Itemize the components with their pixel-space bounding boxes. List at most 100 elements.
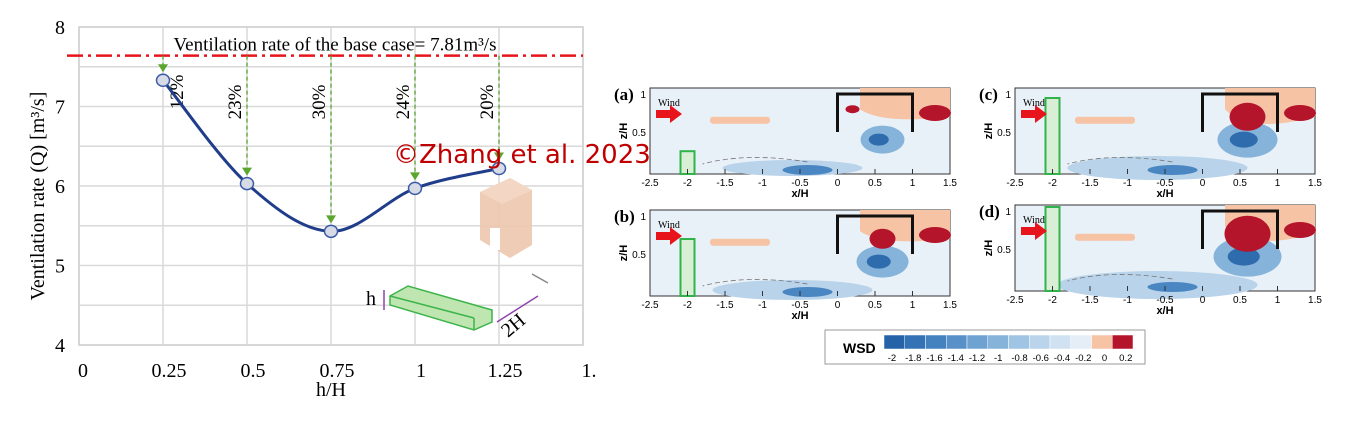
colorbar-swatch: [1049, 334, 1071, 350]
wind-arrow-icon: [656, 105, 682, 123]
x-axis-label: h/H: [316, 379, 346, 401]
x-tick-label: -1.5: [1081, 178, 1099, 189]
colorbar-label: -1.8: [905, 353, 921, 364]
building-outline: [1201, 209, 1279, 249]
colorbar-swatch: [1112, 334, 1134, 350]
x-tick-label: -2.5: [1006, 295, 1024, 306]
strong-positive-region: [845, 105, 860, 114]
x-tick-label: 1: [910, 178, 916, 189]
data-point: [323, 224, 339, 239]
width-dimension: [496, 295, 539, 323]
positive-region: [710, 238, 770, 246]
colorbar-label: -1.6: [926, 353, 942, 364]
x-tick-label: -0.5: [1156, 295, 1174, 306]
strong-positive-region: [1224, 215, 1271, 252]
fence-icon: [389, 285, 493, 331]
y-tick-label: 1: [1005, 90, 1011, 101]
x-tick-label: 0.5: [868, 178, 882, 189]
x-tick-label: -2: [683, 178, 692, 189]
y-tick-label: 0.5: [632, 250, 646, 261]
reduction-label: 24%: [393, 84, 414, 119]
colorbar-label: -1.4: [948, 353, 964, 364]
x-tick-label: 0: [1200, 178, 1206, 189]
inset-h-label: h: [366, 288, 376, 310]
y-tick-label: 1: [640, 212, 646, 223]
colorbar-label: -0.8: [1011, 353, 1027, 364]
wind-label: Wind: [1023, 215, 1045, 226]
colorbar-swatch: [1029, 334, 1051, 350]
x-tick-label: 0.5: [1233, 295, 1247, 306]
y-tick-label: 6: [55, 176, 65, 198]
arrow-head: [158, 64, 168, 73]
x-tick-label: 1: [1275, 178, 1281, 189]
colorbar-swatch: [904, 334, 926, 350]
x-tick-label: -1: [758, 300, 767, 311]
x-tick-label: -1.5: [716, 178, 734, 189]
contour-panel: Wind (a) -2.5 -2 -1.5 -1 -0.5 0 0.5 1 1.5 x/H 0.5 1 z/…: [614, 85, 957, 200]
colorbar-swatch: [1008, 334, 1030, 350]
reduction-label: 30%: [309, 84, 330, 119]
data-point: [491, 161, 507, 176]
strong-positive-region: [919, 105, 951, 121]
x-tick-label: -2: [1048, 295, 1057, 306]
y-tick-label: 0.5: [632, 128, 646, 139]
wind-label: Wind: [1023, 98, 1045, 109]
colorbar-label: -1.2: [969, 353, 985, 364]
x-tick-label: -2.5: [1006, 178, 1024, 189]
y-tick-label: 8: [55, 17, 65, 39]
y-tick-label: 1: [1005, 207, 1011, 218]
wind-arrow-icon: [1021, 222, 1047, 240]
y-axis-label: z/H: [618, 245, 630, 262]
x-tick-label: -2.5: [641, 300, 659, 311]
panel-label: (a): [614, 85, 634, 104]
colorbar-label: 0.2: [1119, 353, 1132, 364]
reduction-label: 20%: [477, 84, 498, 119]
fence-rect: [1044, 97, 1061, 175]
x-axis-label: x/H: [791, 188, 808, 200]
y-axis-label: z/H: [983, 123, 995, 140]
x-tick-label: 1.5: [943, 178, 957, 189]
wind-arrow-icon: [1021, 105, 1047, 123]
x-tick-label: -1: [758, 178, 767, 189]
contour-panel: Wind (d) -2.5 -2 -1.5 -1 -0.5 0 0.5 1 1.5 x/H 0.5 1 z/…: [979, 202, 1322, 317]
colorbar-swatch: [1070, 334, 1092, 350]
vortex-core: [868, 133, 889, 146]
y-tick-label: 7: [55, 97, 65, 119]
strong-positive-region: [1284, 222, 1316, 238]
x-tick-label: -1: [1123, 178, 1132, 189]
y-tick-label: 0.5: [997, 245, 1011, 256]
building-door: [490, 228, 500, 250]
x-tick-label: 0.75: [320, 360, 355, 382]
colorbar-swatch: [946, 334, 968, 350]
x-tick-label: 1.25: [488, 360, 523, 382]
colorbar-swatch: [925, 334, 947, 350]
arrow-head: [242, 167, 252, 176]
reduction-label: 12%: [167, 74, 188, 109]
x-tick-label: 0: [78, 360, 88, 382]
x-tick-label: 1: [910, 300, 916, 311]
x-axis-label: x/H: [1156, 305, 1173, 317]
x-tick-label: 1: [416, 360, 426, 382]
x-tick-label: -2: [1048, 178, 1057, 189]
contour-line: [1067, 157, 1173, 165]
vortex-core: [1229, 131, 1258, 148]
arrow-head: [494, 152, 504, 161]
x-tick-label: 0: [1200, 295, 1206, 306]
x-tick-label: -1.5: [716, 300, 734, 311]
y-tick-label: 1: [640, 90, 646, 101]
wind-label: Wind: [658, 220, 680, 231]
vortex-core: [866, 254, 891, 269]
x-tick-label: 0.5: [868, 300, 882, 311]
y-tick-label: 4: [55, 335, 65, 357]
colorbar-label: -0.6: [1033, 353, 1049, 364]
x-tick-label: -0.5: [791, 300, 809, 311]
x-tick-label: 1: [1275, 295, 1281, 306]
x-axis-label: x/H: [1156, 188, 1173, 200]
colorbar-label: -0.2: [1075, 353, 1091, 364]
wake-core: [782, 165, 833, 175]
arrow-head: [326, 215, 336, 224]
colorbar-label: -0.4: [1054, 353, 1070, 364]
colorbar-label: -1: [994, 353, 1002, 364]
x-tick-label: 0.25: [152, 360, 187, 382]
wind-arrow-icon: [656, 227, 682, 245]
